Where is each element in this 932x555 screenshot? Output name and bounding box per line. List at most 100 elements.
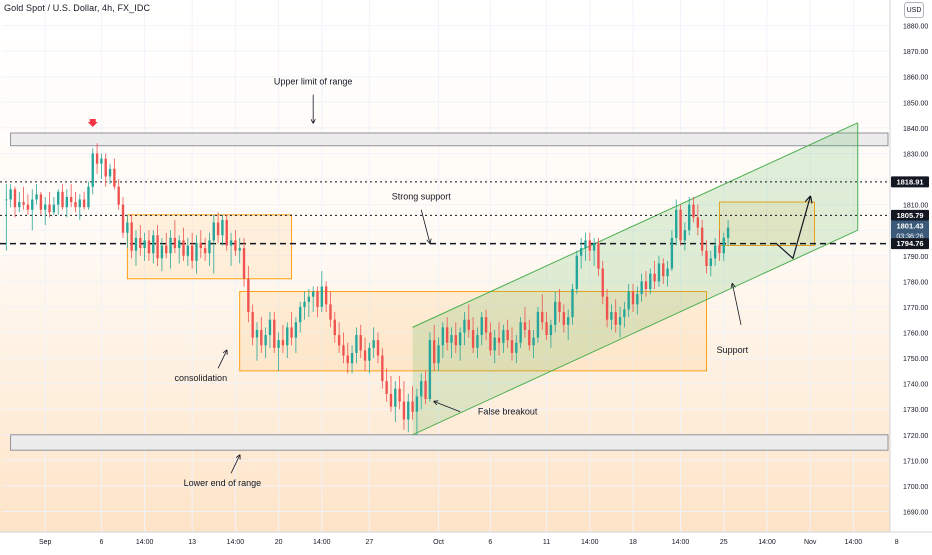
candle <box>554 291 557 333</box>
candle <box>562 304 566 333</box>
candle <box>463 312 466 346</box>
annotation-arrow <box>434 402 461 413</box>
candle <box>203 237 207 261</box>
candle <box>424 370 427 405</box>
candle <box>541 294 544 330</box>
candle <box>532 329 535 359</box>
price-tag-bg <box>891 209 929 221</box>
candle <box>363 337 367 371</box>
candle <box>372 327 375 359</box>
candle <box>467 304 470 338</box>
candle-body <box>467 319 470 330</box>
candle-body <box>169 237 172 254</box>
candle-body <box>497 337 501 343</box>
candle <box>471 317 475 353</box>
candle <box>324 281 328 313</box>
candle <box>489 322 492 356</box>
candle-body <box>368 347 371 361</box>
time-tick-label: 27 <box>365 539 373 546</box>
time-tick-label: 14:00 <box>581 539 599 546</box>
candle-body <box>688 204 691 231</box>
candle-body <box>273 319 276 348</box>
candle-body <box>458 332 462 346</box>
candle <box>299 301 302 333</box>
candle <box>454 322 457 353</box>
candle-body <box>95 153 99 164</box>
candle-body <box>549 324 553 336</box>
candle <box>683 222 687 251</box>
candle-body <box>541 312 544 323</box>
price-tick-label: 1750.00 <box>903 356 928 363</box>
candle-body <box>415 396 419 412</box>
candle-body <box>398 388 401 402</box>
candle-body <box>255 329 259 338</box>
price-tick-label: 1860.00 <box>903 75 928 82</box>
candle-body <box>359 335 362 351</box>
candle-body <box>528 329 531 346</box>
candle-body <box>277 340 280 348</box>
price-tag-bg <box>891 220 929 243</box>
candle-body <box>510 340 514 353</box>
candle <box>497 322 501 356</box>
candle <box>493 329 496 364</box>
candle <box>121 196 125 238</box>
candle-body <box>558 301 561 313</box>
candle <box>376 332 380 364</box>
candle <box>558 289 561 323</box>
candle <box>113 158 116 190</box>
candle <box>87 181 90 210</box>
candle <box>212 214 215 274</box>
candle-body <box>506 329 509 341</box>
candle-body <box>502 329 505 343</box>
candle-body <box>636 294 639 305</box>
candle <box>381 347 384 389</box>
candle-body <box>186 245 190 256</box>
candle <box>636 286 639 315</box>
candle <box>260 317 263 353</box>
candle <box>428 332 432 402</box>
candle-body <box>13 189 17 208</box>
candle <box>147 230 151 261</box>
candle-body <box>700 227 704 251</box>
candle <box>52 196 56 215</box>
time-tick-label: 13 <box>188 539 196 546</box>
candle <box>705 240 708 274</box>
candle <box>631 283 635 313</box>
candle <box>82 191 86 210</box>
candle-body <box>450 335 453 343</box>
candle-body <box>385 381 388 394</box>
candle-body <box>190 245 194 261</box>
candle <box>700 219 704 256</box>
candle-body <box>480 317 483 336</box>
candle <box>713 237 717 266</box>
candle <box>368 342 371 374</box>
candle-body <box>363 350 367 361</box>
candle <box>44 196 47 226</box>
candle <box>238 237 241 264</box>
candle <box>675 199 678 246</box>
time-tick-label: Oct <box>433 539 444 546</box>
candle-body <box>463 319 466 333</box>
candle <box>718 230 721 261</box>
price-tag-label: 1801.43 <box>896 222 923 231</box>
candle-body <box>173 237 177 249</box>
candle-body <box>705 250 708 266</box>
candle-body <box>623 309 626 318</box>
candle-body <box>718 245 721 254</box>
candle-body <box>290 327 293 338</box>
candle-body <box>402 401 406 420</box>
currency-button[interactable]: USD <box>904 2 924 18</box>
candle-body <box>562 312 566 325</box>
candle-body <box>445 327 449 343</box>
candle-body <box>337 335 341 346</box>
candle-body <box>618 317 622 325</box>
candle <box>117 179 120 210</box>
candle <box>653 260 656 290</box>
candle-body <box>65 196 69 208</box>
candle <box>394 381 397 423</box>
candle <box>134 230 138 266</box>
candle-body <box>216 222 220 236</box>
candle-body <box>39 194 43 210</box>
